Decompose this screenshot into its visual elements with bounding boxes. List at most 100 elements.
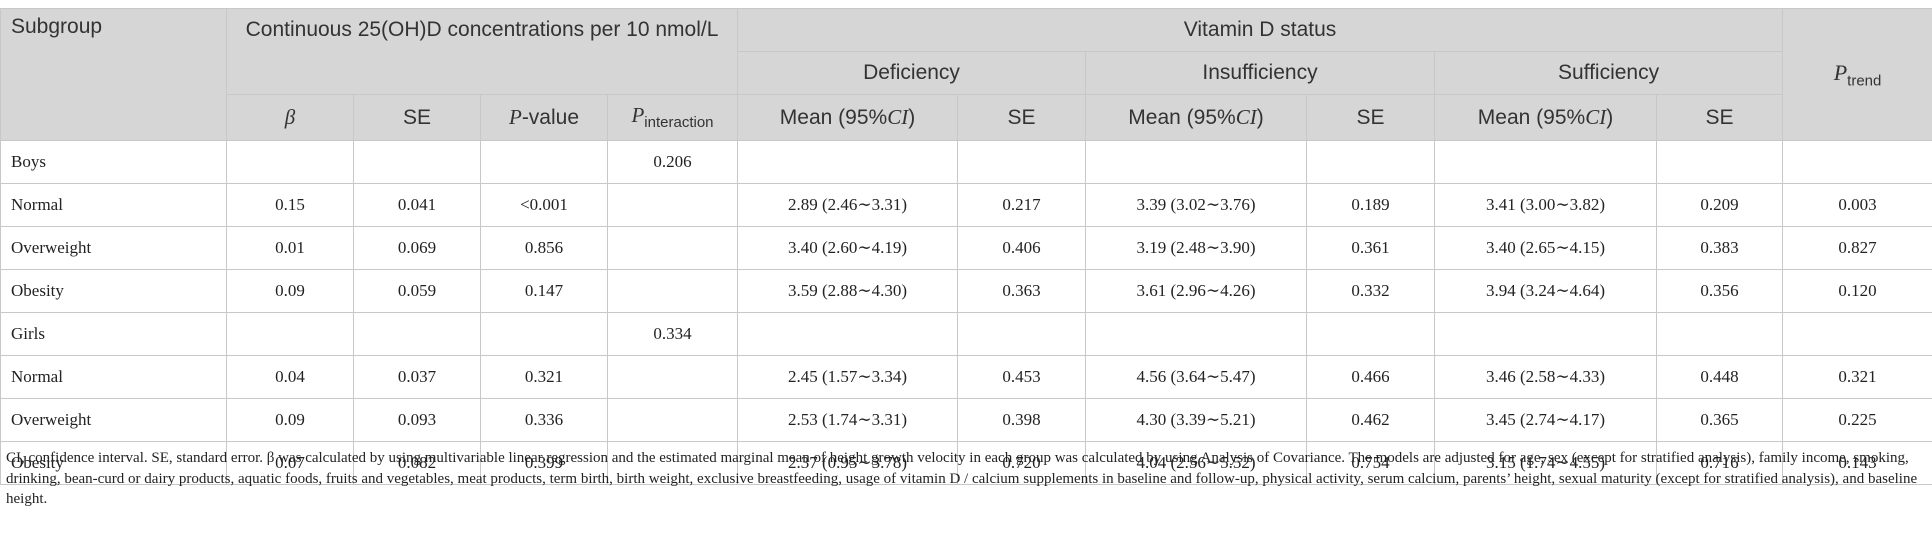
- p-trend-cell: [1782, 140, 1932, 184]
- p-value-cell: 0.336: [480, 398, 608, 442]
- subgroup-cell: Overweight: [0, 398, 227, 442]
- p-value-cell: 0.321: [480, 355, 608, 399]
- subgroup-cell: Obesity: [0, 269, 227, 313]
- sufficiency-se-cell: 0.716: [1655, 441, 1784, 485]
- insufficiency-mean-cell: 3.39 (3.02∼3.76): [1085, 183, 1307, 227]
- beta-cell: 0.09: [226, 398, 354, 442]
- beta-cell: 0.07: [226, 441, 354, 485]
- deficiency-mean-cell: 2.89 (2.46∼3.31): [737, 183, 958, 227]
- table-row: Girls 0.334: [0, 312, 1932, 356]
- sufficiency-mean-cell: 3.15 (1.74∼4.55): [1434, 441, 1657, 485]
- insufficiency-se-cell: 0.462: [1306, 398, 1435, 442]
- beta-cell: 0.09: [226, 269, 354, 313]
- p-interaction-cell: [607, 269, 738, 313]
- p-interaction-cell: [607, 183, 738, 227]
- deficiency-se-cell: 0.363: [957, 269, 1086, 313]
- insufficiency-mean-cell: 4.04 (2.56∼5.52): [1085, 441, 1307, 485]
- subgroup-cell: Obesity: [0, 441, 227, 485]
- deficiency-se-cell: 0.217: [957, 183, 1086, 227]
- insufficiency-se-cell: 0.361: [1306, 226, 1435, 270]
- p-interaction-cell: 0.206: [607, 140, 738, 184]
- se-cell: 0.093: [353, 398, 481, 442]
- insufficiency-mean-cell: 3.61 (2.96∼4.26): [1085, 269, 1307, 313]
- p-trend-cell: 0.120: [1782, 269, 1932, 313]
- sufficiency-se-cell: [1655, 312, 1784, 356]
- insufficiency-se-cell: 0.332: [1306, 269, 1435, 313]
- p-value-cell: 0.399: [480, 441, 608, 485]
- deficiency-se-cell: [957, 312, 1086, 356]
- p-trend-cell: 0.827: [1782, 226, 1932, 270]
- p-trend-cell: 0.003: [1782, 183, 1932, 227]
- table-row: Overweight 0.01 0.069 0.856 3.40 (2.60∼4.19)…: [0, 226, 1932, 270]
- p-interaction-cell: [607, 355, 738, 399]
- se-header: SE: [353, 94, 481, 141]
- vitamin-d-status-header: Vitamin D status: [736, 8, 1784, 52]
- sufficiency-se-header: SE: [1655, 94, 1784, 141]
- table-body: Boys 0.206 Normal 0.15 0.041 <0.001 2.89 (2.46…: [0, 140, 1932, 485]
- insufficiency-header: Insufficiency: [1085, 51, 1435, 95]
- beta-cell: 0.01: [226, 226, 354, 270]
- subgroup-cell: Normal: [0, 183, 227, 227]
- table-row: Obesity 0.07 0.082 0.399 2.37 (0.95∼3.78) 0.7…: [0, 441, 1932, 485]
- insufficiency-mean-cell: 3.19 (2.48∼3.90): [1085, 226, 1307, 270]
- table-row: Boys 0.206: [0, 140, 1932, 184]
- deficiency-se-cell: 0.720: [957, 441, 1086, 485]
- sufficiency-mean-cell: 3.45 (2.74∼4.17): [1434, 398, 1657, 442]
- deficiency-mean-cell: 3.40 (2.60∼4.19): [737, 226, 958, 270]
- se-cell: 0.069: [353, 226, 481, 270]
- beta-cell: 0.04: [226, 355, 354, 399]
- deficiency-se-header: SE: [957, 94, 1086, 141]
- beta-header: β: [226, 94, 354, 141]
- deficiency-se-cell: 0.406: [957, 226, 1086, 270]
- insufficiency-mean-cell: 4.56 (3.64∼5.47): [1085, 355, 1307, 399]
- sufficiency-mean-cell: 3.94 (3.24∼4.64): [1434, 269, 1657, 313]
- p-value-cell: [480, 312, 608, 356]
- insufficiency-se-cell: 0.189: [1306, 183, 1435, 227]
- p-value-cell: 0.147: [480, 269, 608, 313]
- sufficiency-mean-cell: [1434, 312, 1657, 356]
- table-row: Normal 0.15 0.041 <0.001 2.89 (2.46∼3.31) 0.2…: [0, 183, 1932, 227]
- se-cell: [353, 312, 481, 356]
- table-row: Obesity 0.09 0.059 0.147 3.59 (2.88∼4.30) 0.3…: [0, 269, 1932, 313]
- insufficiency-mean-header: Mean (95%CI): [1085, 94, 1307, 141]
- subgroup-cell: Normal: [0, 355, 227, 399]
- p-interaction-cell: [607, 226, 738, 270]
- sufficiency-se-cell: 0.209: [1655, 183, 1784, 227]
- deficiency-mean-cell: 3.59 (2.88∼4.30): [737, 269, 958, 313]
- deficiency-mean-cell: 2.53 (1.74∼3.31): [737, 398, 958, 442]
- p-trend-header: Ptrend: [1782, 8, 1932, 141]
- deficiency-mean-cell: 2.45 (1.57∼3.34): [737, 355, 958, 399]
- insufficiency-se-cell: 0.466: [1306, 355, 1435, 399]
- sufficiency-mean-cell: 3.41 (3.00∼3.82): [1434, 183, 1657, 227]
- deficiency-mean-header: Mean (95%CI): [737, 94, 958, 141]
- table-header: Subgroup Continuous 25(OH)D concentratio…: [0, 8, 1932, 141]
- subgroup-cell: Overweight: [0, 226, 227, 270]
- insufficiency-se-cell: [1306, 312, 1435, 356]
- results-table: Subgroup Continuous 25(OH)D concentratio…: [0, 8, 1932, 485]
- sufficiency-se-cell: [1655, 140, 1784, 184]
- se-cell: 0.041: [353, 183, 481, 227]
- se-cell: [353, 140, 481, 184]
- deficiency-se-cell: 0.453: [957, 355, 1086, 399]
- deficiency-se-cell: [957, 140, 1086, 184]
- deficiency-mean-cell: [737, 140, 958, 184]
- p-trend-cell: 0.321: [1782, 355, 1932, 399]
- sufficiency-se-cell: 0.383: [1655, 226, 1784, 270]
- se-cell: 0.037: [353, 355, 481, 399]
- p-trend-cell: 0.143: [1782, 441, 1932, 485]
- subgroup-cell: Boys: [0, 140, 227, 184]
- p-value-cell: [480, 140, 608, 184]
- sufficiency-mean-cell: [1434, 140, 1657, 184]
- deficiency-mean-cell: [737, 312, 958, 356]
- sufficiency-header: Sufficiency: [1433, 51, 1784, 95]
- sufficiency-mean-cell: 3.46 (2.58∼4.33): [1434, 355, 1657, 399]
- beta-cell: 0.15: [226, 183, 354, 227]
- se-cell: 0.059: [353, 269, 481, 313]
- sufficiency-se-cell: 0.448: [1655, 355, 1784, 399]
- p-interaction-header: Pinteraction: [607, 94, 738, 141]
- deficiency-header: Deficiency: [737, 51, 1086, 95]
- beta-cell: [226, 312, 354, 356]
- deficiency-se-cell: 0.398: [957, 398, 1086, 442]
- subgroup-cell: Girls: [0, 312, 227, 356]
- table-row: Normal 0.04 0.037 0.321 2.45 (1.57∼3.34) 0.45…: [0, 355, 1932, 399]
